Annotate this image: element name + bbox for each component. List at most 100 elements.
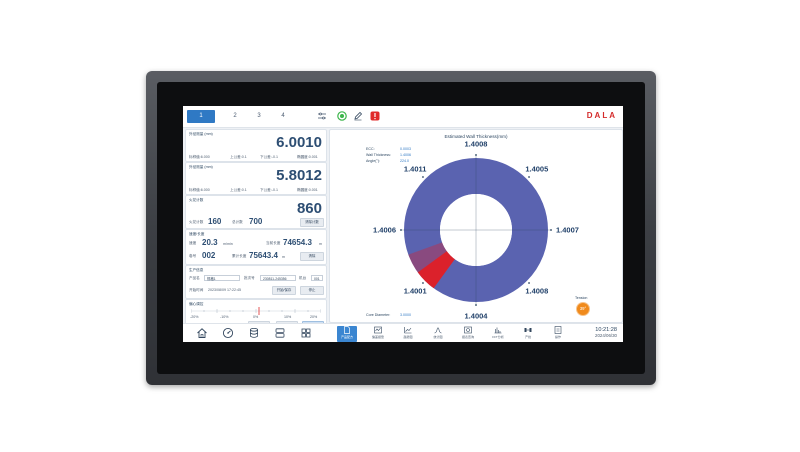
nav-line[interactable]: 产线: [518, 326, 538, 342]
spark-count-value: 860: [296, 200, 322, 217]
document-icon: [344, 326, 350, 334]
tab-2[interactable]: 2: [233, 113, 237, 119]
fft-icon: [494, 327, 502, 334]
production-line-icon: [524, 328, 532, 332]
wall-thickness-label: 1.4007: [556, 226, 579, 235]
wall-thickness-value: 1.4006: [400, 153, 411, 157]
diameter-value: 5.8012: [276, 167, 322, 184]
total-length-unit: m: [282, 255, 285, 259]
tension-gauge[interactable]: 39°: [576, 302, 590, 316]
direction-tick: [528, 176, 530, 178]
scale-label: 20%: [310, 315, 318, 319]
nav-deviation-alarm[interactable]: 偏差报警: [368, 326, 388, 342]
stop-button[interactable]: 停止: [300, 286, 324, 295]
production-info-card: 生产信息 产品名 规格1 批次号 230811-245356 机台 001 开始…: [185, 265, 327, 299]
diameter-value: 6.0010: [276, 134, 322, 151]
tab-1[interactable]: 1: [187, 110, 215, 123]
spark-unit-value: 160: [208, 217, 222, 226]
card-title: 外径测量 (mm): [189, 165, 213, 169]
chart-title: Estimated Wall Thickness(mm): [444, 134, 508, 139]
edit-pencil-icon[interactable]: [353, 111, 363, 121]
outer-diameter-card-1: 外径测量 (mm) 6.0010 标称值:6.000 上公差:0.1 下公差:-…: [185, 129, 327, 162]
clear-length-button[interactable]: 清除: [300, 252, 324, 261]
angle-label: Angle(°):: [366, 159, 381, 163]
spark-unit-label: 火花计数: [189, 220, 204, 224]
start-time-label: 开始时间: [189, 288, 204, 292]
machine-field[interactable]: 001: [311, 275, 323, 281]
settings-sliders-icon[interactable]: [317, 111, 327, 121]
start-time-value: 2023/08/09 17:22:45: [208, 288, 241, 292]
trend-icon: [404, 327, 412, 334]
nav-recipe[interactable]: 产品配方: [337, 326, 357, 342]
bell-curve-icon: [434, 327, 442, 334]
nav-trend[interactable]: 趋势图: [398, 326, 418, 342]
home-icon[interactable]: [196, 327, 208, 339]
speed-label: 速度: [189, 241, 197, 245]
clock: 10:21:28 2024/06/30: [595, 327, 617, 338]
tension-value: 39°: [579, 306, 587, 311]
direction-tick: [550, 229, 552, 231]
reset-count-button[interactable]: 清除计数: [300, 218, 324, 227]
card-title: 外径测量 (mm): [189, 132, 213, 136]
nav-label: 统计图: [433, 335, 443, 339]
spark-count-card: 火花计数 860 火花计数 160 总计数 700 清除计数: [185, 195, 327, 229]
scale-label: 10%: [284, 315, 292, 319]
reel-label: 卷号: [189, 254, 197, 258]
database-icon[interactable]: [248, 327, 260, 339]
length-value: 74654.3: [283, 238, 312, 247]
core-diameter-label: Core Diameter:: [366, 313, 391, 317]
product-label: 产品名: [189, 276, 200, 280]
batch-label: 批次号: [244, 276, 255, 280]
alarm-icon[interactable]: [370, 111, 380, 121]
start-save-button[interactable]: 开始/保存: [272, 286, 296, 295]
clock-time: 10:21:28: [595, 327, 617, 333]
upper-tolerance: 上公差:0.1: [230, 188, 247, 192]
nav-report[interactable]: 报表查询: [458, 326, 478, 342]
report-icon: [464, 326, 472, 334]
nav-statistics[interactable]: 统计图: [428, 326, 448, 342]
batch-field[interactable]: 230811-245356: [260, 275, 296, 281]
alarm-chart-icon: [374, 326, 382, 334]
grid-icon[interactable]: [300, 327, 312, 339]
tab-3[interactable]: 3: [257, 113, 261, 119]
card-title: 速度/长度: [189, 232, 205, 236]
wall-thickness-label: 1.4008: [525, 286, 548, 295]
gauge-icon[interactable]: [222, 327, 234, 339]
highlight-fade: [408, 242, 447, 273]
bottom-nav: 产品配方 偏差报警 趋势图 统计图 报表查询 FFT分析 产线 操作: [183, 323, 623, 342]
nominal-value: 标称值:6.000: [189, 188, 210, 192]
run-status-icon[interactable]: [337, 111, 347, 121]
scale-label: -20%: [190, 315, 199, 319]
wall-thickness-label: 1.4004: [465, 312, 489, 321]
wall-thickness-label: Wall Thickness:: [366, 153, 391, 157]
card-title: 火花计数: [189, 198, 204, 202]
adjust-scale[interactable]: [191, 307, 321, 315]
nominal-value: 标称值:6.000: [189, 155, 210, 159]
server-icon[interactable]: [274, 327, 286, 339]
scale-label: -10%: [220, 315, 229, 319]
thin-wall-highlight: [417, 251, 455, 289]
spark-total-value: 700: [249, 217, 263, 226]
product-select[interactable]: 规格1: [204, 275, 240, 281]
scale-label: 0%: [253, 315, 259, 319]
reel-value: 002: [202, 251, 216, 260]
ecc-label: ECC:: [366, 147, 375, 151]
clock-date: 2024/06/30: [595, 333, 617, 338]
nav-label: 偏差报警: [371, 335, 384, 339]
tab-4[interactable]: 4: [281, 113, 285, 119]
nav-fft[interactable]: FFT分析: [488, 326, 508, 342]
hmi-screen: 1 2 3 4 DALA 外径测量 (mm) 6.0010 标称值:6.000 …: [183, 106, 623, 342]
nav-operation[interactable]: 操作: [548, 326, 568, 342]
nav-label: 产线: [524, 335, 531, 339]
card-title: 生产信息: [189, 268, 204, 272]
lower-tolerance: 下公差:-0.1: [260, 188, 278, 192]
core-diameter-value: 3.0000: [400, 313, 411, 317]
wall-thickness-panel: Estimated Wall Thickness(mm) ECC: 0.0003…: [329, 129, 623, 323]
direction-tick: [400, 229, 402, 231]
wall-thickness-label: 1.4005: [525, 165, 548, 174]
speed-value: 20.3: [202, 238, 218, 247]
nav-label: 操作: [554, 335, 561, 339]
direction-tick: [528, 282, 530, 284]
angle-value: 224.0: [400, 159, 409, 163]
operation-icon: [554, 326, 562, 334]
